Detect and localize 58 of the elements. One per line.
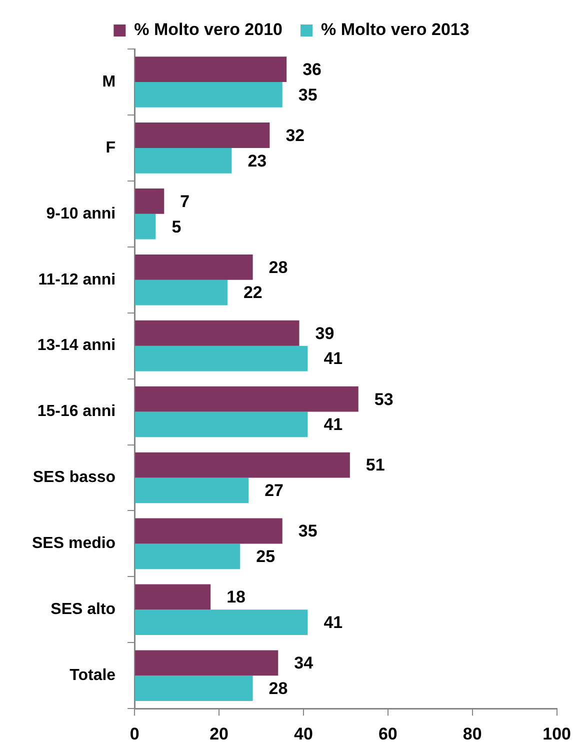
data-label: 41 bbox=[324, 349, 343, 368]
data-label: 22 bbox=[243, 283, 262, 302]
data-label: 7 bbox=[180, 192, 190, 211]
bar bbox=[135, 148, 232, 174]
data-label: 32 bbox=[286, 126, 305, 145]
data-label: 18 bbox=[226, 588, 246, 607]
x-tick-label: 20 bbox=[210, 724, 228, 744]
bar bbox=[135, 610, 308, 636]
bar bbox=[135, 280, 228, 306]
bar bbox=[135, 56, 287, 82]
data-label: 28 bbox=[268, 679, 288, 698]
y-tick-label: 11-12 anni bbox=[38, 271, 116, 288]
y-tick-label: 9-10 anni bbox=[46, 205, 116, 222]
y-tick-label: SES alto bbox=[50, 601, 116, 618]
y-tick-label: F bbox=[106, 139, 116, 156]
bar bbox=[135, 346, 308, 372]
data-label: 27 bbox=[264, 481, 284, 500]
data-label: 41 bbox=[324, 613, 343, 632]
data-label: 39 bbox=[315, 324, 334, 343]
x-tick-label: 80 bbox=[462, 724, 482, 744]
x-tick-label: 40 bbox=[294, 724, 313, 744]
data-label: 34 bbox=[294, 654, 314, 673]
data-label: 5 bbox=[172, 217, 182, 236]
data-label: 51 bbox=[366, 456, 385, 475]
bar bbox=[135, 122, 270, 148]
data-label: 25 bbox=[256, 547, 276, 566]
legend-label: % Molto vero 2013 bbox=[321, 20, 470, 40]
bar bbox=[135, 584, 211, 610]
bar bbox=[135, 412, 308, 438]
data-label: 41 bbox=[324, 415, 343, 434]
bar bbox=[135, 320, 300, 346]
y-tick-label: 13-14 anni bbox=[37, 337, 116, 354]
data-label: 28 bbox=[268, 258, 288, 277]
bar bbox=[135, 82, 282, 108]
bar bbox=[135, 188, 164, 214]
x-tick-label: 60 bbox=[378, 724, 398, 744]
data-label: 53 bbox=[374, 390, 394, 409]
y-tick-label: SES basso bbox=[32, 469, 116, 486]
data-label: 35 bbox=[298, 522, 318, 541]
legend-label: % Molto vero 2010 bbox=[134, 20, 282, 40]
bar bbox=[135, 650, 278, 676]
x-tick-label: 100 bbox=[542, 724, 572, 744]
bar bbox=[135, 478, 249, 504]
bar bbox=[135, 518, 282, 544]
bar bbox=[135, 452, 350, 478]
bar bbox=[135, 254, 253, 280]
y-tick-label: SES medio bbox=[32, 535, 116, 552]
bar bbox=[135, 676, 253, 702]
data-label: 36 bbox=[302, 60, 322, 79]
y-tick-label: Totale bbox=[70, 667, 116, 684]
data-label: 35 bbox=[298, 85, 318, 104]
y-tick-label: M bbox=[102, 73, 116, 90]
bar bbox=[135, 214, 156, 240]
y-tick-label: 15-16 anni bbox=[37, 403, 116, 420]
data-label: 23 bbox=[248, 151, 267, 170]
bar bbox=[135, 386, 358, 412]
bar bbox=[135, 544, 240, 570]
x-tick-label: 0 bbox=[130, 724, 140, 744]
